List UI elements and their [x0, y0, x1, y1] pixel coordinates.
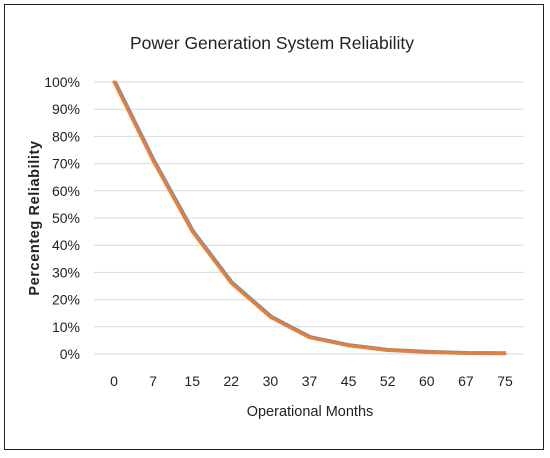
chart-frame: [4, 4, 544, 450]
y-tick-label: 30%: [52, 264, 80, 280]
y-tick-label: 80%: [52, 128, 80, 144]
data-point: [269, 315, 272, 319]
x-tick-label: 30: [263, 373, 279, 389]
x-tick-label: 7: [149, 373, 157, 389]
y-tick-label: 40%: [52, 237, 80, 253]
x-axis-label: Operational Months: [247, 404, 374, 420]
gridlines: [94, 81, 524, 355]
data-point: [112, 80, 116, 84]
x-tick-label: 75: [497, 373, 513, 389]
data-point: [503, 352, 507, 356]
y-tick-label: 20%: [52, 292, 80, 308]
y-tick-label: 90%: [52, 101, 80, 117]
x-axis-tick-labels: 0 7 15 22 30 37 45 52 60 67 75: [110, 373, 513, 389]
x-tick-label: 67: [458, 373, 474, 389]
y-tick-label: 0%: [60, 346, 80, 362]
y-tick-label: 60%: [52, 183, 80, 199]
x-tick-label: 37: [302, 373, 318, 389]
series-layer: [112, 80, 507, 356]
y-tick-label: 70%: [52, 156, 80, 172]
y-axis-tick-labels: 0% 10% 20% 30% 40% 50% 60% 70% 80% 90% 100%: [44, 74, 80, 362]
data-point: [464, 352, 468, 355]
chart-title: Power Generation System Reliability: [130, 33, 414, 53]
x-tick-label: 52: [380, 373, 396, 389]
y-axis-label: Percenteg Reliability: [27, 140, 43, 295]
x-tick-label: 15: [184, 373, 200, 389]
y-tick-label: 10%: [52, 319, 80, 335]
data-point: [190, 230, 194, 234]
data-point: [347, 344, 350, 348]
data-point: [425, 350, 429, 354]
y-tick-label: 100%: [44, 74, 80, 90]
series-line-shadow: [113, 80, 507, 355]
data-point: [308, 336, 311, 340]
x-tick-label: 22: [224, 373, 240, 389]
x-tick-label: 45: [341, 373, 357, 389]
data-point: [229, 281, 233, 285]
x-tick-label: 60: [419, 373, 435, 389]
data-point: [151, 159, 155, 163]
data-point: [386, 349, 390, 352]
x-tick-label: 0: [110, 373, 118, 389]
y-tick-label: 50%: [52, 210, 80, 226]
